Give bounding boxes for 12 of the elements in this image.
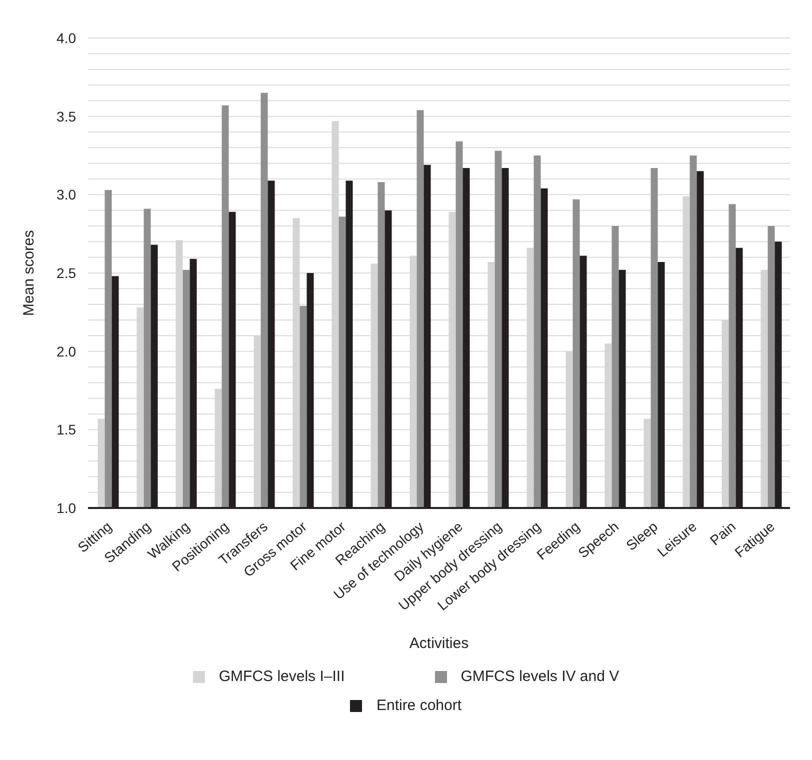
y-tick-label: 2.5 (56, 265, 76, 281)
y-tick-label: 4.0 (56, 30, 76, 46)
y-tick-label: 3.0 (56, 186, 76, 203)
x-axis-title: Activities (409, 635, 469, 652)
y-tick-label: 1.0 (56, 500, 76, 516)
y-tick-label: 3.5 (56, 108, 76, 124)
y-axis-title: Mean scores (20, 230, 38, 316)
legend-label: Entire cohort (375, 697, 462, 714)
y-tick-label: 1.5 (56, 422, 76, 438)
y-tick-label: 2.0 (56, 343, 76, 360)
legend-label: GMFCS levels IV and V (460, 668, 620, 685)
legend-label: GMFCS levels I–III (218, 668, 345, 685)
